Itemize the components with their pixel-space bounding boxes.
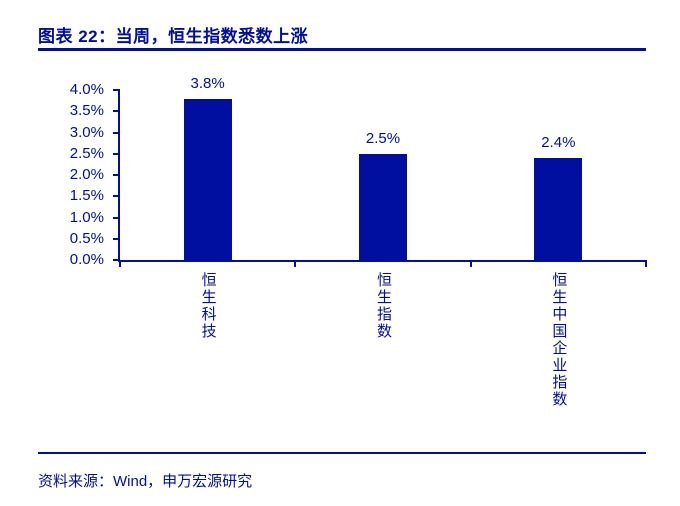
y-axis-tick-label: 1.0% <box>69 208 104 226</box>
bar-chart: 0.0% 0.5% 1.0% 1.5% 2.0% 2.5% 3.0% 3.5% 4.0% 3.8… <box>38 62 647 442</box>
plot-area: 3.8% 2.5% 2.4% <box>113 75 647 267</box>
y-axis-tick <box>113 195 120 198</box>
x-axis-labels: 恒生科技 恒生指数 恒生中国企业指数 <box>120 272 646 442</box>
x-axis-tick <box>119 260 121 267</box>
y-axis-tick-label: 4.0% <box>69 81 104 98</box>
figure-title: 图表 22：当周，恒生指数悉数上涨 <box>38 27 309 46</box>
y-axis-tick-label: 3.5% <box>69 102 104 120</box>
x-axis-tick <box>645 260 647 267</box>
source-note: 资料来源：Wind，申万宏源研究 <box>38 473 253 490</box>
y-axis-tick-label: 0.0% <box>69 251 104 268</box>
bar-value-label: 3.8% <box>190 74 225 92</box>
y-axis-tick-label: 1.5% <box>69 187 104 205</box>
y-axis-tick <box>113 216 120 219</box>
x-axis-category-label: 恒生科技 <box>199 272 217 340</box>
y-axis-tick-label: 0.5% <box>69 229 104 247</box>
footer-divider <box>38 452 646 454</box>
y-axis-tick <box>113 89 120 91</box>
title-divider <box>38 48 646 51</box>
x-axis-tick <box>469 260 472 267</box>
bar-value-label: 2.5% <box>365 129 401 147</box>
y-axis-tick <box>113 237 120 240</box>
y-axis-tick <box>113 259 120 261</box>
bar <box>183 98 232 260</box>
bar-value-label: 2.4% <box>541 134 576 151</box>
x-axis-category-label: 恒生中国企业指数 <box>550 272 568 408</box>
y-axis-tick-label: 2.0% <box>69 166 104 183</box>
y-axis-labels: 0.0% 0.5% 1.0% 1.5% 2.0% 2.5% 3.0% 3.5% 4.0% <box>38 81 104 268</box>
y-axis-tick <box>113 110 120 113</box>
bar <box>534 158 583 260</box>
y-axis-tick-label: 3.0% <box>69 123 104 141</box>
y-axis-tick <box>113 131 120 134</box>
y-axis-tick <box>113 174 120 176</box>
bar <box>359 153 407 260</box>
y-axis-tick <box>113 152 120 155</box>
y-axis-tick-label: 2.5% <box>69 144 104 162</box>
x-axis-tick <box>294 260 297 267</box>
x-axis-category-label: 恒生指数 <box>375 272 392 340</box>
